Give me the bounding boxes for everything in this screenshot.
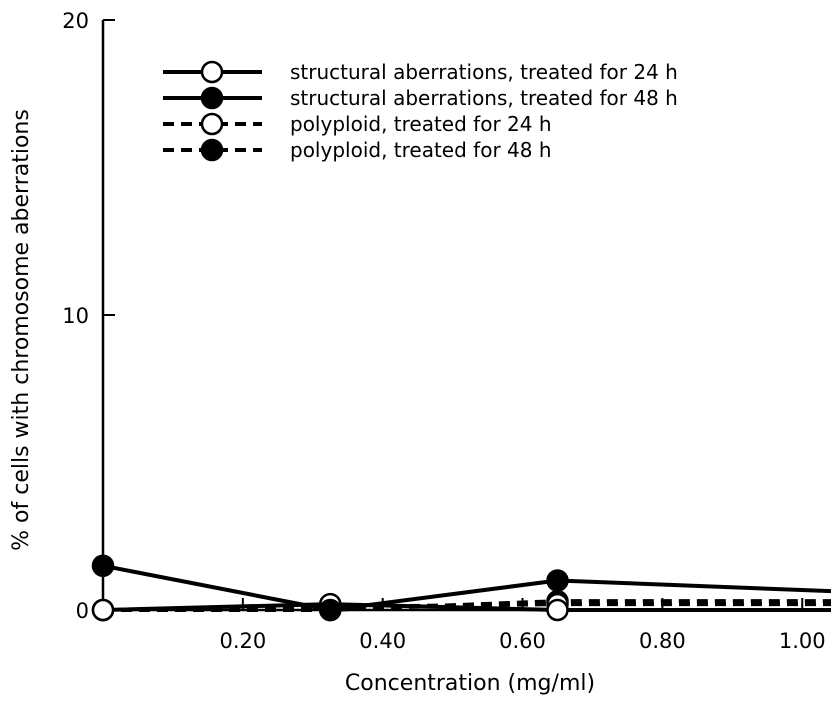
x-axis-title: Concentration (mg/ml) [345,671,595,696]
y-axis-title: % of cells with chromosome aberrations [9,109,34,551]
series-1 [91,592,831,622]
legend-marker [200,60,224,84]
y-tick-label: 20 [62,9,89,33]
y-tick-label: 0 [76,599,89,623]
legend-label: structural aberrations, treated for 24 h [290,60,678,84]
data-point [546,569,569,592]
series-layer [91,554,831,622]
y-tick-label: 10 [62,304,89,328]
legend-item-1: structural aberrations, treated for 24 h [163,60,678,84]
legend-label: polyploid, treated for 48 h [290,138,552,162]
legend-label: structural aberrations, treated for 48 h [290,86,678,110]
x-tick-label: 0.40 [359,629,406,653]
x-tick-label: 0.20 [219,629,266,653]
data-point [546,598,569,622]
legend-marker [200,86,224,110]
x-tick-label: 0.80 [639,629,686,653]
data-point [319,598,342,622]
series-line [102,602,831,612]
data-point [91,598,115,622]
series-2 [91,554,831,622]
legend: structural aberrations, treated for 24 h… [163,60,678,162]
legend-item-4: polyploid, treated for 48 h [163,138,552,162]
legend-item-3: polyploid, treated for 24 h [163,112,552,136]
data-point [91,554,115,577]
x-tick-label: 0.60 [499,629,546,653]
legend-label: polyploid, treated for 24 h [290,112,552,136]
legend-marker [200,138,224,162]
series-line [102,563,831,612]
legend-item-2: structural aberrations, treated for 48 h [163,86,678,110]
legend-marker [200,112,224,136]
x-tick-label: 1.00 [779,629,826,653]
